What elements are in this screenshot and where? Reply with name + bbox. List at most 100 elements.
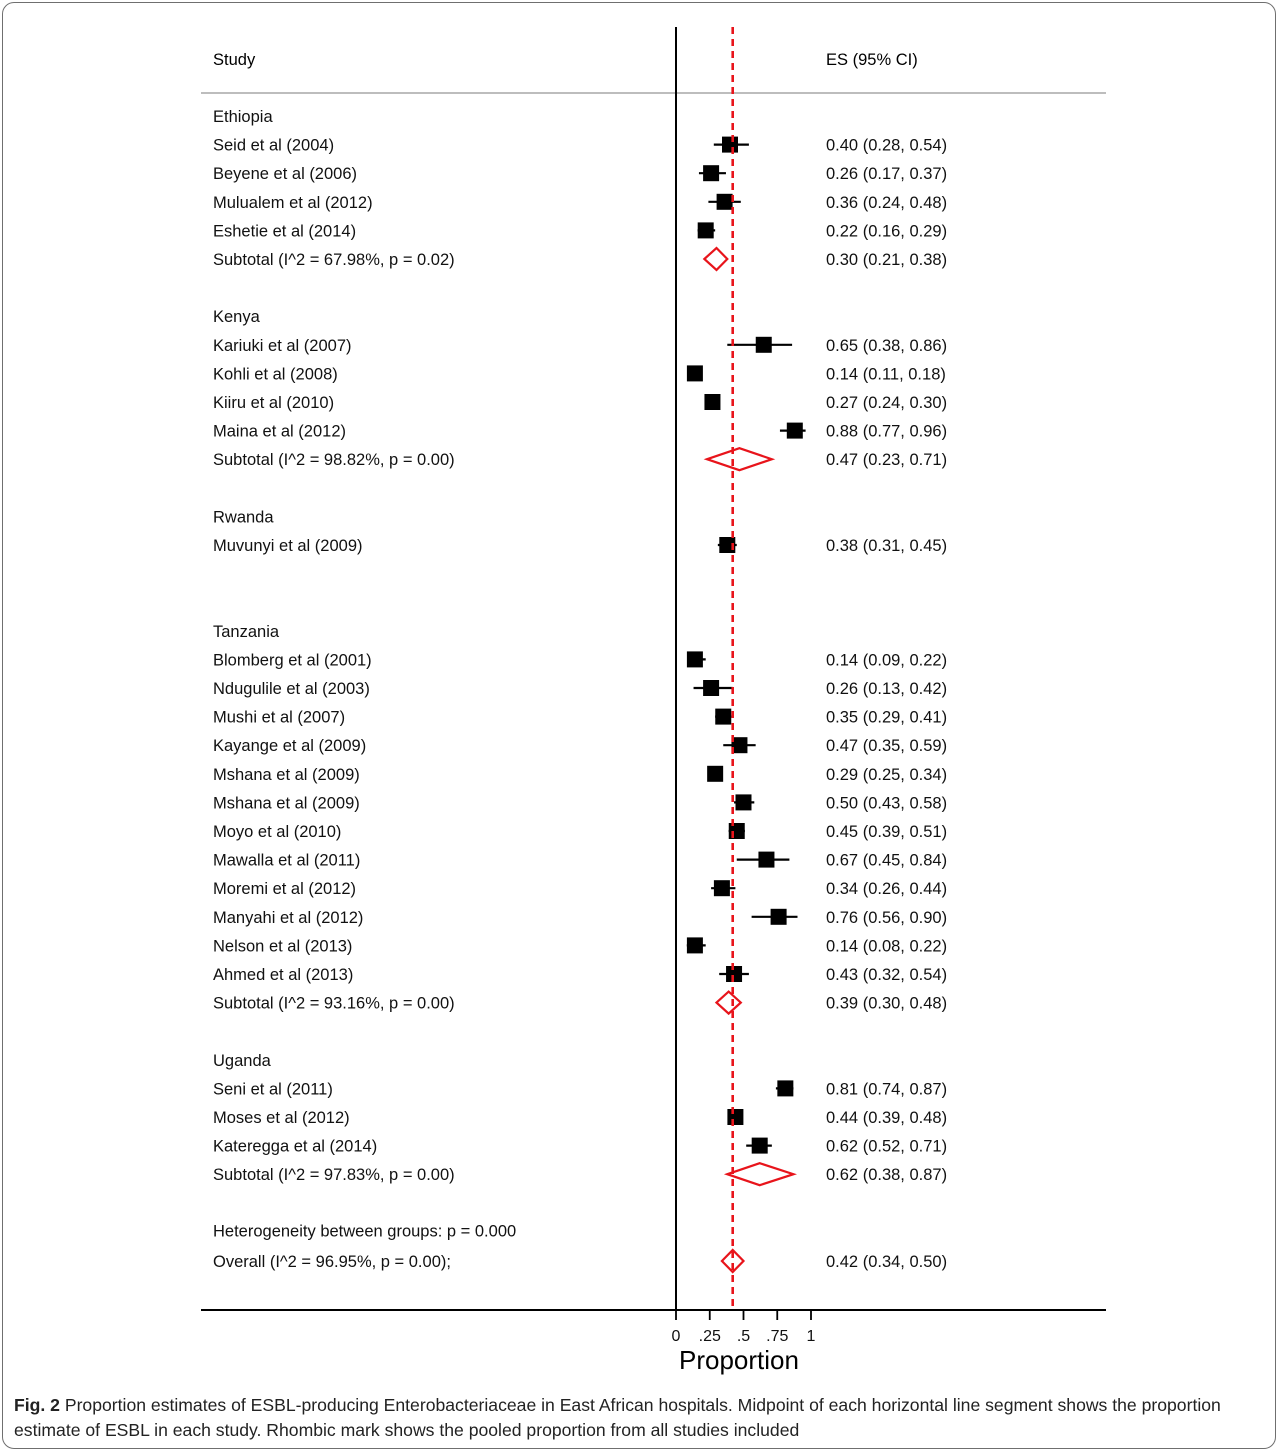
study-label: Kayange et al (2009) bbox=[213, 737, 366, 755]
study-marker bbox=[713, 880, 730, 897]
study-marker bbox=[703, 165, 720, 182]
overall-label: Overall (I^2 = 96.95%, p = 0.00); bbox=[213, 1253, 451, 1271]
x-tick-label: .5 bbox=[737, 1328, 750, 1345]
es-value: 0.43 (0.32, 0.54) bbox=[826, 966, 947, 984]
study-label: Moyo et al (2010) bbox=[213, 823, 341, 841]
subtotal-diamond bbox=[702, 246, 729, 272]
study-label: Muvunyi et al (2009) bbox=[213, 537, 363, 555]
es-value: 0.40 (0.28, 0.54) bbox=[826, 137, 947, 155]
overall-diamond bbox=[720, 1248, 746, 1274]
study-label: Kohli et al (2008) bbox=[213, 365, 338, 383]
study-marker bbox=[719, 537, 736, 553]
overall-es-value: 0.42 (0.34, 0.50) bbox=[826, 1253, 947, 1271]
study-marker bbox=[786, 422, 803, 439]
subtotal-diamond bbox=[714, 990, 743, 1016]
caption-text: Proportion estimates of ESBL-producing E… bbox=[14, 1395, 1221, 1440]
es-value: 0.67 (0.45, 0.84) bbox=[826, 852, 947, 870]
header-es: ES (95% CI) bbox=[826, 51, 918, 69]
forest-rows: Ethiopia Seid et al (2004) 0.40 (0.28, 0.5… bbox=[213, 27, 947, 1310]
study-marker bbox=[704, 394, 721, 410]
es-value: 0.45 (0.39, 0.51) bbox=[826, 823, 947, 841]
study-marker bbox=[758, 851, 775, 868]
group-heading: Tanzania bbox=[213, 623, 280, 641]
es-value: 0.29 (0.25, 0.34) bbox=[826, 766, 947, 784]
study-marker bbox=[731, 737, 748, 754]
study-marker bbox=[726, 966, 743, 982]
study-label: Blomberg et al (2001) bbox=[213, 651, 372, 669]
study-marker bbox=[751, 1137, 768, 1154]
caption-label: Fig. 2 bbox=[14, 1395, 60, 1415]
header-study: Study bbox=[213, 51, 256, 69]
subtotal-diamond bbox=[703, 447, 776, 472]
es-value: 0.22 (0.16, 0.29) bbox=[826, 222, 947, 240]
subtotal-es-value: 0.30 (0.21, 0.38) bbox=[826, 251, 947, 269]
study-label: Moremi et al (2012) bbox=[213, 880, 356, 898]
forest-plot: Study ES (95% CI) Ethiopia Seid et al (20… bbox=[201, 27, 1106, 1375]
study-marker bbox=[716, 193, 733, 210]
es-value: 0.14 (0.08, 0.22) bbox=[826, 937, 947, 955]
es-value: 0.26 (0.13, 0.42) bbox=[826, 680, 947, 698]
study-label: Mshana et al (2009) bbox=[213, 766, 360, 784]
es-value: 0.62 (0.52, 0.71) bbox=[826, 1138, 947, 1156]
study-label: Mulualem et al (2012) bbox=[213, 194, 373, 212]
study-label: Ahmed et al (2013) bbox=[213, 966, 353, 984]
study-label: Mshana et al (2009) bbox=[213, 794, 360, 812]
es-value: 0.34 (0.26, 0.44) bbox=[826, 880, 947, 898]
study-label: Kiiru et al (2010) bbox=[213, 394, 334, 412]
study-label: Mawalla et al (2011) bbox=[213, 852, 360, 870]
x-tick-label: 1 bbox=[807, 1328, 816, 1345]
es-value: 0.38 (0.31, 0.45) bbox=[826, 537, 947, 555]
study-marker bbox=[728, 823, 745, 839]
x-tick-label: .25 bbox=[699, 1328, 721, 1345]
study-marker bbox=[686, 651, 703, 668]
study-marker bbox=[697, 222, 714, 239]
study-marker bbox=[777, 1080, 794, 1097]
study-label: Nelson et al (2013) bbox=[213, 937, 352, 955]
figure-caption: Fig. 2 Proportion estimates of ESBL-prod… bbox=[14, 1393, 1264, 1443]
subtotal-label: Subtotal (I^2 = 97.83%, p = 0.00) bbox=[213, 1166, 455, 1184]
subtotal-es-value: 0.62 (0.38, 0.87) bbox=[826, 1166, 947, 1184]
study-label: Kateregga et al (2014) bbox=[213, 1138, 377, 1156]
study-marker bbox=[686, 365, 703, 382]
study-marker bbox=[735, 794, 752, 811]
group-heading: Rwanda bbox=[213, 508, 274, 526]
study-label: Kariuki et al (2007) bbox=[213, 337, 352, 355]
study-marker bbox=[715, 708, 732, 725]
study-marker bbox=[703, 680, 720, 696]
study-label: Beyene et al (2006) bbox=[213, 165, 357, 183]
study-label: Eshetie et al (2014) bbox=[213, 222, 356, 240]
es-value: 0.47 (0.35, 0.59) bbox=[826, 737, 947, 755]
es-value: 0.44 (0.39, 0.48) bbox=[826, 1109, 947, 1127]
x-axis: 0 .25 .5 .75 1 bbox=[672, 1310, 816, 1345]
study-marker bbox=[722, 136, 738, 153]
es-value: 0.14 (0.09, 0.22) bbox=[826, 651, 947, 669]
study-marker bbox=[686, 937, 703, 954]
study-label: Manyahi et al (2012) bbox=[213, 909, 363, 927]
study-label: Seni et al (2011) bbox=[213, 1080, 333, 1098]
subtotal-es-value: 0.39 (0.30, 0.48) bbox=[826, 995, 947, 1013]
study-label: Mushi et al (2007) bbox=[213, 709, 345, 727]
group-heading: Kenya bbox=[213, 308, 261, 326]
es-value: 0.26 (0.17, 0.37) bbox=[826, 165, 947, 183]
subtotal-label: Subtotal (I^2 = 93.16%, p = 0.00) bbox=[213, 995, 455, 1013]
es-value: 0.27 (0.24, 0.30) bbox=[826, 394, 947, 412]
subtotal-es-value: 0.47 (0.23, 0.71) bbox=[826, 451, 947, 469]
study-label: Moses et al (2012) bbox=[213, 1109, 350, 1127]
study-marker bbox=[707, 765, 724, 782]
group-heading: Uganda bbox=[213, 1052, 272, 1070]
study-label: Maina et al (2012) bbox=[213, 423, 346, 441]
study-marker bbox=[770, 908, 787, 925]
subtotal-diamond bbox=[723, 1162, 797, 1187]
study-label: Seid et al (2004) bbox=[213, 137, 334, 155]
subtotal-label: Subtotal (I^2 = 98.82%, p = 0.00) bbox=[213, 451, 455, 469]
study-label: Ndugulile et al (2003) bbox=[213, 680, 370, 698]
group-heading: Ethiopia bbox=[213, 108, 273, 126]
heterogeneity-text: Heterogeneity between groups: p = 0.000 bbox=[213, 1222, 516, 1240]
es-value: 0.65 (0.38, 0.86) bbox=[826, 337, 947, 355]
es-value: 0.50 (0.43, 0.58) bbox=[826, 794, 947, 812]
es-value: 0.88 (0.77, 0.96) bbox=[826, 423, 947, 441]
study-marker bbox=[727, 1109, 744, 1125]
es-value: 0.35 (0.29, 0.41) bbox=[826, 709, 947, 727]
es-value: 0.14 (0.11, 0.18) bbox=[826, 365, 946, 383]
es-value: 0.36 (0.24, 0.48) bbox=[826, 194, 947, 212]
